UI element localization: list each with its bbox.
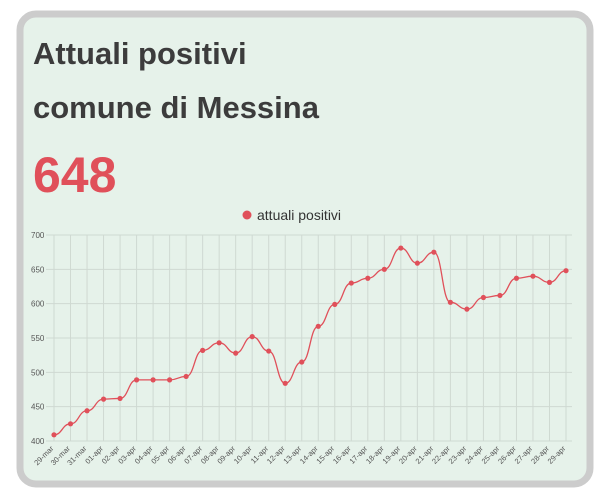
point (530, 273, 536, 279)
point (464, 306, 470, 312)
y-tick-label: 500 (31, 368, 45, 377)
point (365, 275, 371, 281)
point (84, 408, 90, 414)
y-tick-label: 650 (31, 265, 45, 274)
legend-dot (242, 210, 252, 220)
point (546, 279, 553, 285)
point (117, 395, 123, 402)
panel (16, 10, 594, 488)
point (183, 373, 189, 380)
point (332, 301, 338, 307)
y-tick-label: 600 (31, 300, 45, 309)
point (315, 323, 321, 329)
point (563, 268, 569, 274)
point (513, 275, 520, 281)
title: comune di Messina (33, 90, 320, 125)
point (200, 347, 206, 353)
point (266, 348, 272, 354)
point (133, 377, 140, 383)
y-tick-label: 550 (31, 334, 45, 343)
point (398, 245, 404, 251)
point (249, 334, 255, 340)
point (414, 260, 420, 266)
point (381, 266, 387, 272)
legend-label: attuali positivi (257, 207, 341, 223)
point (348, 280, 354, 286)
point (150, 377, 156, 383)
point (431, 249, 437, 255)
point (447, 299, 453, 305)
point (299, 359, 305, 365)
point (100, 396, 107, 402)
y-tick-label: 450 (31, 403, 45, 412)
y-tick-label: 400 (31, 437, 45, 446)
point (233, 350, 239, 356)
title: Attuali positivi (33, 36, 247, 71)
point (67, 421, 74, 427)
point (167, 377, 173, 383)
big-number: 648 (33, 147, 116, 203)
point (51, 432, 57, 438)
point (480, 294, 487, 301)
point (282, 380, 288, 386)
point (216, 340, 222, 346)
point (497, 292, 503, 299)
y-tick-label: 700 (31, 231, 45, 240)
